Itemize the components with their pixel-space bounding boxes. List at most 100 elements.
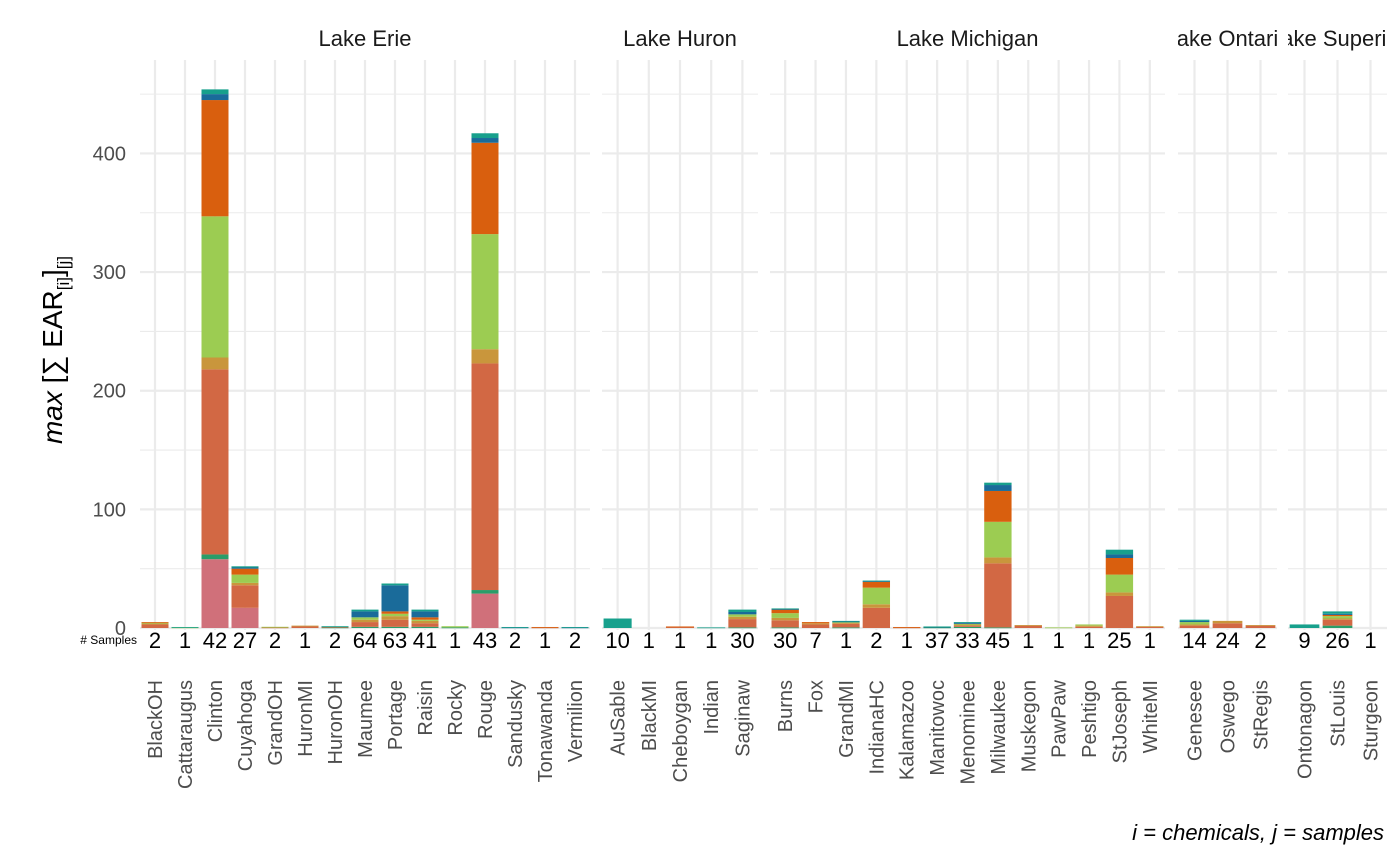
bar-segment xyxy=(953,622,982,624)
bar-segment xyxy=(1322,613,1353,615)
x-tick-label: Maumee xyxy=(355,680,377,758)
sample-count: 2 xyxy=(509,628,521,653)
bar-segment xyxy=(1322,614,1353,617)
x-tick-label: Cuyahoga xyxy=(235,679,257,771)
bar-segment xyxy=(381,583,409,586)
bar-segment xyxy=(381,585,409,612)
x-tick-label: IndianaHC xyxy=(866,680,888,775)
bar-segment xyxy=(771,608,799,610)
sample-count: 1 xyxy=(1022,628,1034,653)
bar-segment xyxy=(231,607,259,628)
x-tick-label: Menominee xyxy=(958,680,980,785)
bar-segment xyxy=(321,627,349,629)
sample-count: 9 xyxy=(1298,628,1310,653)
x-tick-label: Genesee xyxy=(1185,680,1207,761)
bar-segment xyxy=(141,622,169,623)
bar-segment xyxy=(1105,595,1134,628)
bar-segment xyxy=(953,625,982,627)
bar-segment xyxy=(231,585,259,608)
bar-segment xyxy=(141,623,169,625)
bar-segment xyxy=(1075,624,1103,626)
bar-segment xyxy=(351,622,379,627)
x-tick-label: Rocky xyxy=(445,680,467,736)
sample-count: 25 xyxy=(1107,628,1131,653)
bar-segment xyxy=(862,587,891,605)
sample-count: 1 xyxy=(449,628,461,653)
bar-segment xyxy=(561,627,589,628)
x-tick-label: Rouge xyxy=(475,680,497,739)
sample-count: 30 xyxy=(730,628,754,653)
y-tick-label: 200 xyxy=(93,381,126,403)
x-tick-label: PawPaw xyxy=(1049,679,1071,757)
sample-count: 64 xyxy=(353,628,377,653)
bar-segment xyxy=(1322,618,1353,620)
bar-segment xyxy=(1136,626,1164,628)
bar-segment xyxy=(141,624,169,628)
bar-segment xyxy=(471,349,499,364)
x-tick-label: AuSable xyxy=(608,680,630,756)
bar-segment xyxy=(1179,620,1210,623)
sample-count: 43 xyxy=(473,628,497,653)
x-tick-label: Fox xyxy=(806,680,828,713)
x-tick-label: HuronMI xyxy=(295,680,317,757)
x-tick-label: Kalamazoo xyxy=(897,680,919,780)
x-tick-label: Sturgeon xyxy=(1361,680,1383,761)
bar-segment xyxy=(832,621,860,623)
bar-segment xyxy=(862,604,891,608)
x-tick-label: Oswego xyxy=(1218,680,1240,753)
bar-segment xyxy=(1179,624,1210,626)
bar-segment xyxy=(411,617,439,620)
bar-segment xyxy=(1322,611,1353,614)
bar-segment xyxy=(471,142,499,235)
bar-segment xyxy=(728,619,757,628)
panel-title: Lake Superior xyxy=(1269,26,1400,51)
sample-count: 2 xyxy=(1254,628,1266,653)
sample-count: 1 xyxy=(539,628,551,653)
bar-segment xyxy=(351,626,379,628)
bar-segment xyxy=(728,611,757,615)
bar-segment xyxy=(1075,625,1103,627)
bar-segment xyxy=(1105,558,1134,575)
y-tick-label: 400 xyxy=(93,143,126,165)
bar-segment xyxy=(801,623,830,625)
x-tick-label: Muskegon xyxy=(1018,680,1040,772)
bar-segment xyxy=(291,626,319,628)
bar-segment xyxy=(728,627,757,629)
x-tick-label: Tonawanda xyxy=(535,679,557,782)
bar-segment xyxy=(531,627,559,628)
sample-count: 26 xyxy=(1325,628,1349,653)
bar-segment xyxy=(953,622,982,623)
panel-title: Lake Huron xyxy=(623,26,737,51)
bar-segment xyxy=(832,627,860,629)
sample-count: 41 xyxy=(413,628,437,653)
bar-segment xyxy=(984,627,1012,629)
x-tick-label: Indian xyxy=(701,680,723,735)
sample-count: 42 xyxy=(203,628,227,653)
bar-segment xyxy=(832,623,860,628)
bar-segment xyxy=(351,619,379,623)
bar-segment xyxy=(923,627,951,629)
sample-count: 1 xyxy=(840,628,852,653)
bar-segment xyxy=(1322,619,1353,626)
bar-segment xyxy=(771,620,799,628)
bar-segment xyxy=(351,611,379,618)
bar-segment xyxy=(1105,549,1134,555)
bar-segment xyxy=(862,607,891,628)
bar-segment xyxy=(1179,625,1210,628)
bar-segment xyxy=(381,619,409,627)
bar-segment xyxy=(728,614,757,617)
bar-segment xyxy=(381,613,409,617)
x-tick-label: Clinton xyxy=(205,680,227,742)
bar-segment xyxy=(832,622,860,624)
bar-segment xyxy=(411,619,439,621)
bar-segment xyxy=(1105,592,1134,596)
x-tick-label: Manitowoc xyxy=(927,680,949,776)
sample-count: 1 xyxy=(643,628,655,653)
bar-segment xyxy=(201,100,229,217)
bar-segment xyxy=(411,626,439,628)
y-tick-label: 100 xyxy=(93,499,126,521)
bar-segment xyxy=(201,559,229,628)
bar-segment xyxy=(1212,620,1243,624)
bar-segment xyxy=(665,626,695,628)
bar-segment xyxy=(321,626,349,628)
